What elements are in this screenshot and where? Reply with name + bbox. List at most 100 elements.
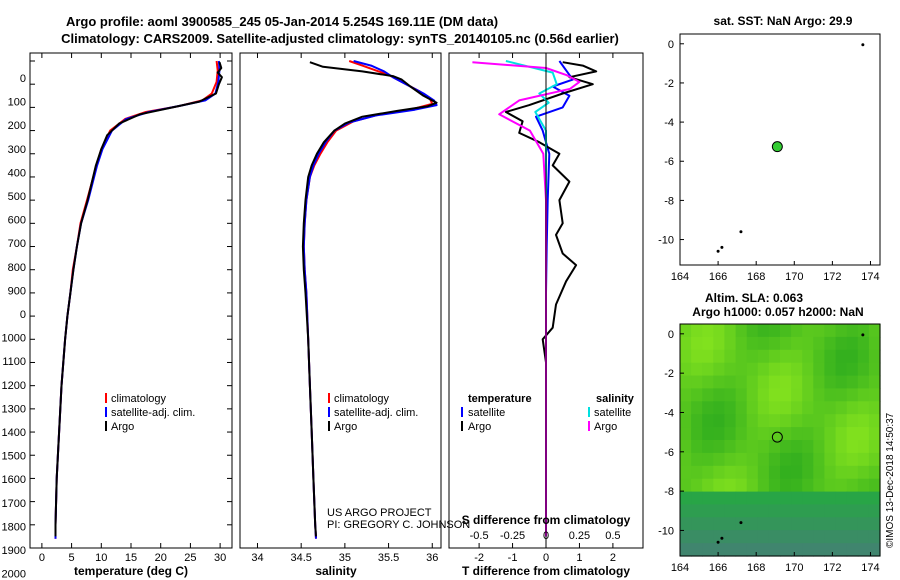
sla-field-cell — [713, 491, 725, 506]
sla-field-cell — [757, 336, 770, 351]
sla-field-cell — [813, 491, 825, 506]
y-tick-label: -2 — [664, 78, 674, 90]
sla-field-cell — [702, 491, 714, 506]
sla-field-cell — [768, 388, 781, 402]
sla-field-cell — [724, 478, 737, 493]
y-tick-label: -8 — [664, 195, 674, 207]
y-tick-label: -8 — [664, 486, 674, 498]
sla-field-cell — [835, 336, 848, 351]
legend-entry: Argo — [468, 421, 491, 433]
sla-field-cell — [724, 491, 737, 506]
sla-field-cell — [791, 401, 803, 415]
sla-field-cell — [835, 362, 848, 377]
difference-panel: -2 -1 0 1 2T difference from climatology -0.5… — [448, 52, 644, 578]
sla-field-cell — [813, 388, 825, 402]
sla-field-cell — [691, 349, 703, 364]
island-speck — [739, 230, 743, 234]
plot-frame — [29, 52, 233, 549]
sla-field-cell — [702, 401, 714, 415]
sla-field-cell — [824, 375, 837, 390]
sla-field-cell — [746, 427, 759, 441]
y-tick-label: 1400 — [2, 427, 26, 439]
sla-field-cell — [813, 362, 825, 377]
x-tick-label: 36 — [426, 552, 438, 564]
sla-field-cell — [680, 517, 692, 531]
sla-field-cell — [702, 452, 714, 467]
sla-field-cell — [702, 530, 714, 544]
sla-field-cell — [835, 504, 848, 518]
sla-map-panel: 164 166 168 170 172 174 0 -2 -4 -6 -8 -10 Altim. SLA… — [658, 291, 881, 574]
sla-field-cell — [868, 414, 881, 428]
map-frame — [679, 33, 881, 266]
sla-field-cell — [735, 375, 748, 390]
sla-field-cell — [713, 401, 725, 415]
sla-field-cell — [857, 375, 870, 390]
sla-field-cell — [857, 414, 870, 428]
sla-field-cell — [846, 530, 859, 544]
sla-field-cell — [824, 388, 837, 402]
sla-field-cell — [702, 440, 714, 454]
sla-field-cell — [802, 440, 814, 454]
sla-field-cell — [746, 375, 759, 390]
legend-title-temperature: temperature — [468, 393, 532, 405]
sla-field-cell — [680, 401, 692, 415]
sla-field-cell — [735, 427, 748, 441]
sla-field-cell — [713, 504, 725, 518]
sla-field-cell — [680, 530, 692, 544]
sla-field-cell — [846, 362, 859, 377]
y-tick-label: 0 — [20, 73, 26, 85]
figure-title-line2: Climatology: CARS2009. Satellite-adjuste… — [61, 31, 619, 46]
sla-field-cell — [846, 440, 859, 454]
sla-field-cell — [813, 324, 825, 338]
sla-field-cell — [780, 427, 792, 441]
sla-field-cell — [735, 362, 748, 377]
sla-field-cell — [791, 349, 803, 364]
sla-field-cell — [846, 414, 859, 428]
sla-field-cell — [735, 401, 748, 415]
plot-frame — [239, 52, 442, 549]
y-tick-label: 900 — [8, 285, 26, 297]
sla-field-cell — [724, 465, 737, 480]
sla-field-cell — [780, 491, 792, 506]
sla-field-cell — [802, 388, 814, 402]
sla-field-cell — [757, 465, 770, 480]
sla-field-cell — [757, 414, 770, 428]
x-tick-label: 166 — [709, 562, 727, 574]
sla-field-cell — [691, 414, 703, 428]
sla-field-cell — [813, 517, 825, 531]
sla-field-cell — [857, 362, 870, 377]
sla-field-cell — [835, 465, 848, 480]
sla-field-cell — [824, 427, 837, 441]
sla-field-cell — [791, 440, 803, 454]
sla-field-cell — [824, 543, 837, 557]
y-tick-label: 800 — [8, 262, 26, 274]
x-tick-label: 2 — [610, 552, 616, 564]
imos-watermark: ©IMOS 13-Dec-2018 14:50:37 — [885, 412, 896, 548]
sla-field-cell — [713, 478, 725, 493]
sla-field-cell — [746, 517, 759, 531]
sla-field-cell — [691, 452, 703, 467]
sla-field-cell — [780, 388, 792, 402]
sla-field-cell — [691, 530, 703, 544]
credit-project: US ARGO PROJECT — [327, 507, 432, 519]
legend-entry: climatology — [334, 393, 390, 405]
sla-field-cell — [713, 362, 725, 377]
sla-field-cell — [713, 465, 725, 480]
sla-field-cell — [735, 504, 748, 518]
sla-field-cell — [868, 401, 881, 415]
sla-field-cell — [868, 478, 881, 493]
sla-field-cell — [735, 452, 748, 467]
sla-field-cell — [691, 336, 703, 351]
s-tick-label: 0.5 — [605, 530, 620, 542]
sla-field-cell — [746, 324, 759, 338]
sla-field-cell — [857, 324, 870, 338]
series-line-t-argo — [504, 61, 598, 537]
sla-field-cell — [768, 375, 781, 390]
sla-field-cell — [757, 349, 770, 364]
sla-field-cell — [824, 504, 837, 518]
x-tick-label: 170 — [785, 562, 803, 574]
x-tick-label: 0 — [39, 552, 45, 564]
map-title: sat. SST: NaN Argo: 29.9 — [714, 14, 853, 28]
y-tick-label: 1300 — [2, 403, 26, 415]
